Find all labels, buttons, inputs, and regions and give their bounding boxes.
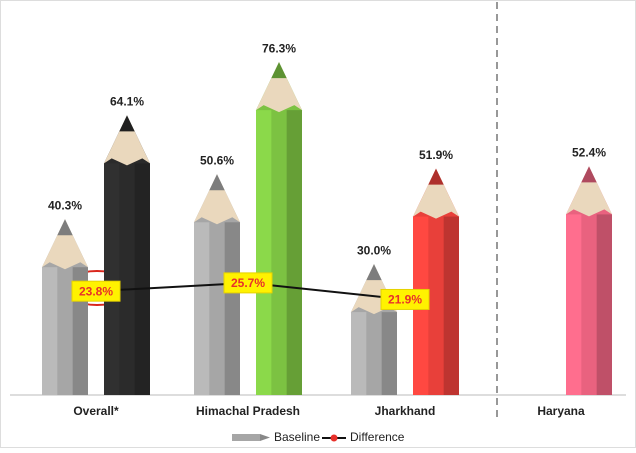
pencil-wood [42,219,88,270]
difference-label: 23.8% [79,284,113,298]
legend: Baseline Difference [232,430,405,444]
pencil-stripe [256,110,272,396]
value-label: 52.4% [572,146,606,160]
pencil-stripe [134,163,150,395]
pencil-stripe [381,312,397,395]
x-tick-label: Overall* [73,404,119,418]
value-label: 76.3% [262,41,296,55]
pencil-stripe [42,267,58,395]
pencil-wood [194,174,240,225]
pencil-lead [581,166,597,183]
pencil-wood [104,115,150,166]
pencil-stripe [104,163,120,395]
pencil-wood [256,62,302,113]
pencil-stripe [224,222,240,395]
pencil-wood [413,168,459,219]
pencil-wood [566,166,612,217]
pencil-lead [209,174,225,191]
difference-label: 21.9% [388,293,422,307]
value-label: 64.1% [110,95,144,109]
legend-swatch [232,434,260,441]
pencil-stripe [351,312,367,395]
value-label: 30.0% [357,243,391,257]
pencil-stripe [443,216,459,395]
legend-label: Difference [350,430,405,444]
legend-marker [330,434,338,442]
x-tick-label: Haryana [537,404,585,418]
pencil-lead [366,264,382,281]
difference-label: 25.7% [231,276,265,290]
legend-label: Baseline [274,430,320,444]
pencil-lead [57,219,73,236]
value-label: 50.6% [200,153,234,167]
pencil-lead [271,62,287,79]
pencil-lead [119,115,135,132]
pencil-stripe [194,222,210,395]
difference-box [223,272,273,294]
pencil-stripe [286,110,302,396]
legend-swatch-tip [260,434,270,441]
x-tick-label: Jharkhand [375,404,436,418]
pencil-stripe [566,214,582,395]
x-tick-label: Himachal Pradesh [196,404,300,418]
pencil-lead [428,168,444,185]
value-label: 51.9% [419,148,453,162]
difference-box [380,288,430,310]
difference-box [71,280,121,302]
pencil-stripe [596,214,612,395]
value-label: 40.3% [48,198,82,212]
